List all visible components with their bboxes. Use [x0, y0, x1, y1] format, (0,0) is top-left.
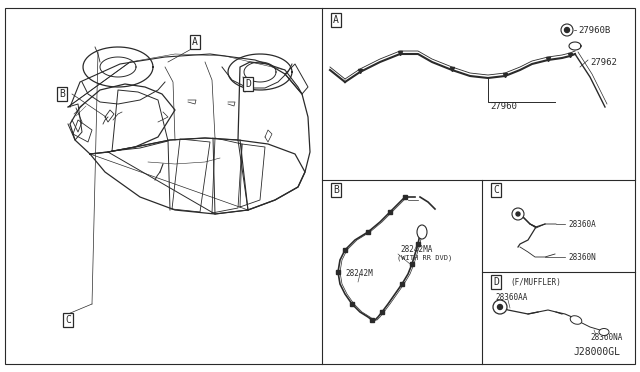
Text: J28000GL: J28000GL	[573, 347, 620, 357]
Circle shape	[512, 208, 524, 220]
Text: 28360N: 28360N	[568, 253, 596, 262]
Ellipse shape	[570, 316, 582, 324]
Text: B: B	[59, 89, 65, 99]
Circle shape	[564, 28, 570, 32]
Text: (WITH RR DVD): (WITH RR DVD)	[397, 255, 452, 261]
Text: 28242MA: 28242MA	[400, 246, 433, 254]
Text: 28242M: 28242M	[345, 269, 372, 279]
Text: A: A	[192, 37, 198, 47]
Circle shape	[497, 305, 502, 310]
Text: 27962: 27962	[590, 58, 617, 67]
Circle shape	[493, 300, 507, 314]
Text: B: B	[333, 185, 339, 195]
Text: 28360A: 28360A	[568, 219, 596, 228]
Circle shape	[516, 212, 520, 216]
Text: 28360NA: 28360NA	[590, 333, 622, 341]
Text: C: C	[493, 185, 499, 195]
Text: 27960B: 27960B	[578, 26, 611, 35]
Text: C: C	[65, 315, 71, 325]
Text: D: D	[493, 277, 499, 287]
Text: 27960: 27960	[490, 102, 517, 110]
Ellipse shape	[417, 225, 427, 239]
Text: D: D	[245, 79, 251, 89]
Circle shape	[561, 24, 573, 36]
Text: A: A	[333, 15, 339, 25]
Text: 28360AA: 28360AA	[495, 292, 527, 301]
Ellipse shape	[599, 328, 609, 336]
Text: (F/MUFFLER): (F/MUFFLER)	[510, 278, 561, 286]
